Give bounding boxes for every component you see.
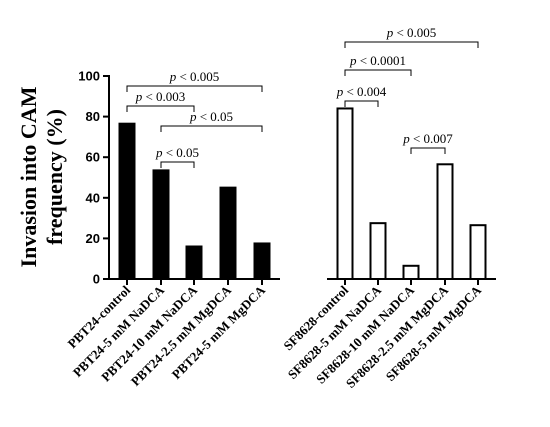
significance-bracket xyxy=(160,125,263,132)
p-symbol: p xyxy=(402,131,410,146)
bar xyxy=(369,222,387,281)
y-axis-label-line: Invasion into CAM xyxy=(16,86,41,267)
p-value-label: p < 0.005 xyxy=(386,25,437,40)
y-tick-label: 100 xyxy=(78,69,100,84)
bar xyxy=(469,224,487,281)
y-axis: 0 20 40 60 80 100 xyxy=(78,69,110,287)
p-symbol: p xyxy=(336,84,344,99)
p-symbol: p xyxy=(349,53,357,68)
y-tick-label: 40 xyxy=(86,190,100,205)
y-tick-label: 0 xyxy=(93,272,100,287)
p-threshold: < 0.007 xyxy=(410,131,454,146)
p-symbol: p xyxy=(189,109,197,124)
y-axis-label: Invasion into CAMfrequency (%) xyxy=(16,86,67,267)
p-symbol: p xyxy=(386,25,394,40)
significance-bracket xyxy=(126,105,195,112)
p-threshold: < 0.003 xyxy=(142,89,185,104)
p-value-label: p < 0.004 xyxy=(336,84,387,99)
p-value-label: p < 0.05 xyxy=(155,145,199,160)
p-threshold: < 0.004 xyxy=(343,84,387,99)
p-value-label: p < 0.005 xyxy=(169,69,220,84)
bar xyxy=(336,107,354,280)
bar xyxy=(436,163,454,280)
p-threshold: < 0.05 xyxy=(196,109,233,124)
y-axis-label-line: frequency (%) xyxy=(42,109,67,245)
significance-bracket xyxy=(344,100,379,107)
bar xyxy=(118,122,136,279)
bar xyxy=(185,245,203,279)
p-threshold: < 0.005 xyxy=(393,25,436,40)
p-value-label: p < 0.0001 xyxy=(349,53,406,68)
p-value-label: p < 0.05 xyxy=(189,109,233,124)
p-value-label: p < 0.003 xyxy=(135,89,186,104)
significance-bracket xyxy=(410,147,446,154)
p-symbol: p xyxy=(169,69,177,84)
bars xyxy=(118,107,487,281)
p-threshold: < 0.05 xyxy=(162,145,199,160)
y-tick-label: 60 xyxy=(86,150,100,165)
significance-bracket xyxy=(344,41,479,48)
significance-bracket xyxy=(126,85,263,92)
significance-bracket xyxy=(344,69,412,76)
bar xyxy=(219,186,237,279)
p-threshold: < 0.005 xyxy=(176,69,219,84)
p-symbol: p xyxy=(155,145,163,160)
y-tick-label: 80 xyxy=(86,109,100,124)
significance-bracket xyxy=(160,161,195,168)
y-tick-label: 20 xyxy=(86,231,100,246)
bar xyxy=(402,264,420,281)
bar xyxy=(152,169,170,279)
p-value-label: p < 0.007 xyxy=(402,131,453,146)
p-symbol: p xyxy=(135,89,143,104)
bar xyxy=(253,242,271,279)
p-threshold: < 0.0001 xyxy=(356,53,406,68)
